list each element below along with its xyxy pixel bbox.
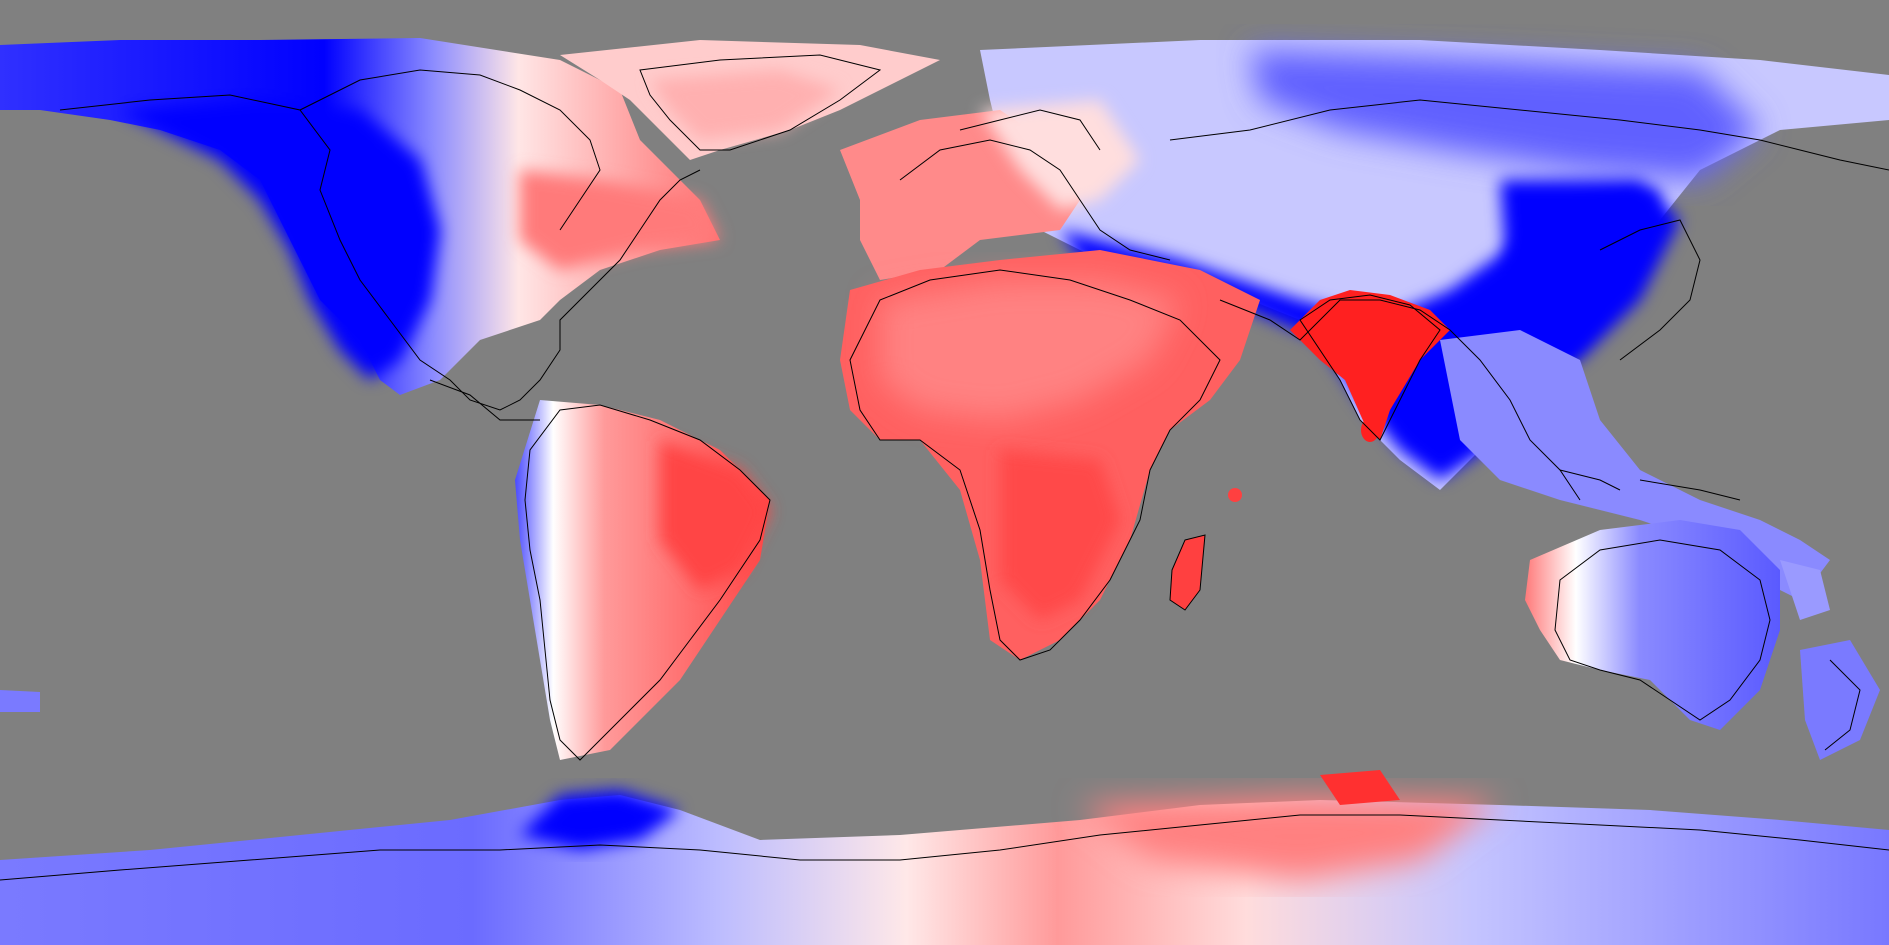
region-australia [1525,520,1880,760]
region-north-america [0,38,720,395]
region-west-edge [0,690,40,712]
region-south-america [515,400,770,760]
region-europe-west [840,100,1140,280]
region-antarctica [0,770,1889,945]
region-greenland [560,40,940,160]
coastlines [0,54,1889,881]
anomaly-field [0,38,1889,945]
region-africa [840,250,1260,660]
